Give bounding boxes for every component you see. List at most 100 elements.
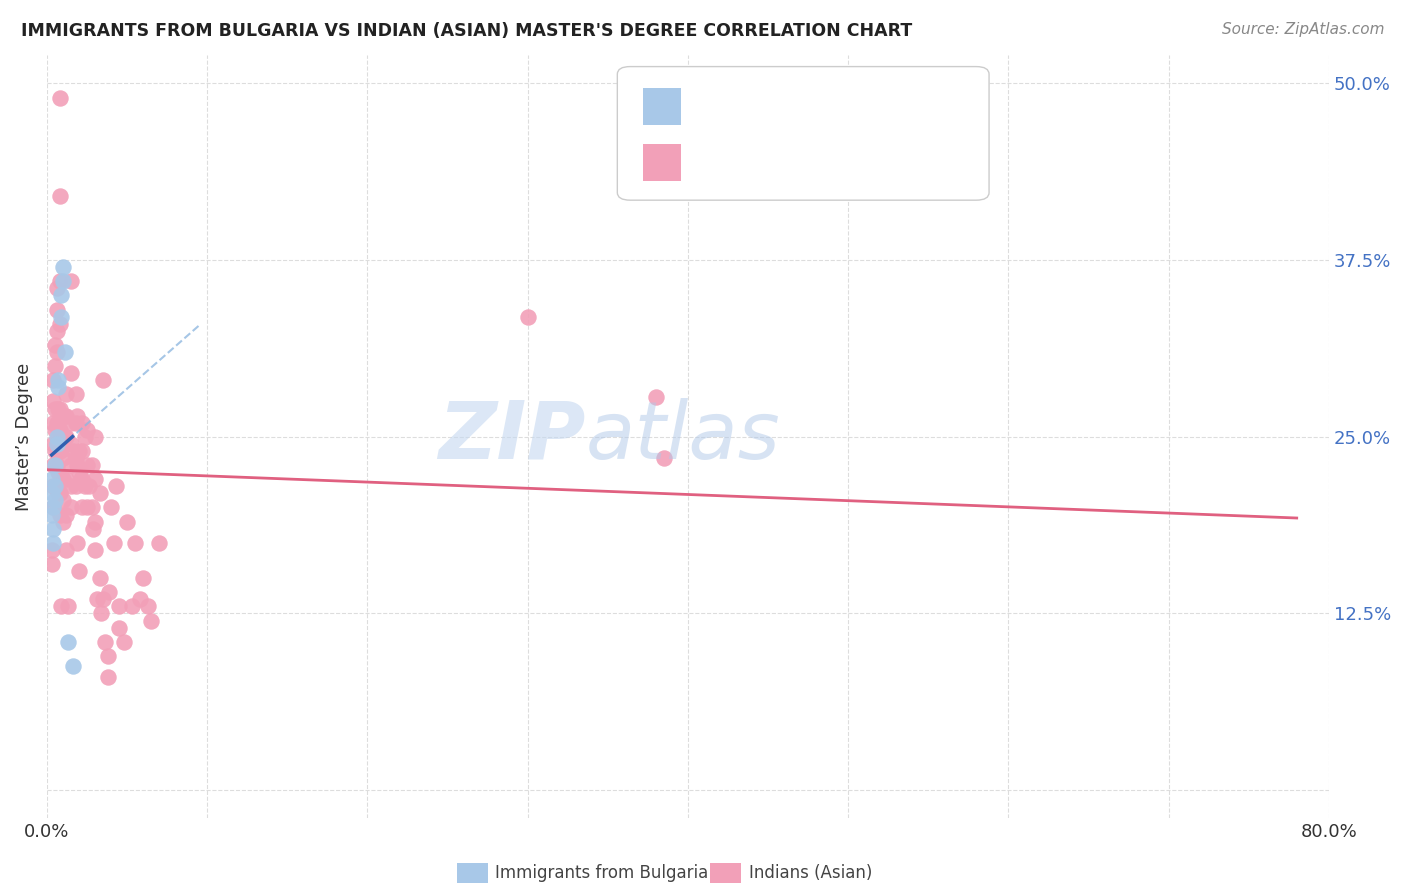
Point: [45, 345, 67, 359]
Point: [97, 670, 120, 684]
Point: [67, 465, 90, 479]
Point: [65, 479, 87, 493]
Point: [51, 599, 73, 614]
Point: [41, 557, 63, 571]
Point: [46, 486, 69, 500]
Point: [52, 493, 75, 508]
Point: [56, 634, 79, 648]
Point: [67, 444, 90, 458]
Point: [53, 345, 76, 359]
Point: [45, 430, 67, 444]
Point: [48, 486, 70, 500]
Point: [108, 599, 131, 614]
Text: Source: ZipAtlas.com: Source: ZipAtlas.com: [1222, 22, 1385, 37]
Point: [42, 394, 65, 409]
Point: [104, 479, 127, 493]
Point: [98, 585, 121, 599]
Point: [97, 648, 120, 663]
Text: Immigrants from Bulgaria: Immigrants from Bulgaria: [495, 864, 709, 882]
Point: [52, 409, 75, 423]
Point: [46, 373, 69, 387]
Bar: [643, 145, 682, 181]
Point: [59, 366, 82, 380]
Point: [44, 359, 66, 373]
Point: [48, 444, 70, 458]
Point: [112, 634, 135, 648]
Point: [62, 444, 84, 458]
Point: [516, 310, 538, 324]
Point: [644, 390, 666, 404]
Point: [70, 500, 93, 515]
Point: [46, 380, 69, 394]
Point: [65, 387, 87, 401]
Point: [75, 479, 97, 493]
Point: [45, 437, 67, 451]
Point: [52, 472, 75, 486]
Point: [59, 500, 82, 515]
Point: [46, 444, 69, 458]
Point: [44, 493, 66, 508]
Point: [59, 458, 82, 472]
Point: [89, 571, 111, 585]
Point: [55, 472, 77, 486]
Point: [93, 634, 115, 648]
Point: [76, 458, 98, 472]
Point: [48, 189, 70, 203]
Point: [66, 458, 89, 472]
Point: [70, 416, 93, 430]
Point: [46, 401, 69, 416]
Point: [139, 614, 162, 628]
Point: [80, 458, 103, 472]
Point: [44, 338, 66, 352]
Point: [80, 500, 103, 515]
Point: [108, 621, 131, 635]
Point: [53, 430, 76, 444]
Point: [52, 515, 75, 529]
Point: [84, 430, 107, 444]
Point: [76, 423, 98, 437]
Point: [52, 260, 75, 275]
Point: [59, 416, 82, 430]
Point: [44, 444, 66, 458]
Point: [42, 416, 65, 430]
Point: [45, 479, 67, 493]
Point: [89, 486, 111, 500]
Point: [42, 536, 65, 550]
Point: [121, 599, 143, 614]
Text: ZIP: ZIP: [437, 398, 585, 475]
Point: [652, 450, 675, 465]
Point: [55, 542, 77, 557]
Point: [55, 409, 77, 423]
Point: [136, 599, 159, 614]
Point: [48, 317, 70, 331]
Point: [53, 409, 76, 423]
Point: [52, 450, 75, 465]
Text: R =  0.498    N =  19: R = 0.498 N = 19: [697, 98, 907, 116]
Point: [84, 472, 107, 486]
Point: [42, 479, 65, 493]
Point: [69, 472, 91, 486]
Point: [48, 90, 70, 104]
Point: [59, 437, 82, 451]
Point: [66, 536, 89, 550]
Point: [52, 274, 75, 288]
Point: [65, 450, 87, 465]
Point: [41, 542, 63, 557]
Point: [132, 571, 155, 585]
Point: [90, 607, 112, 621]
Point: [100, 500, 122, 515]
Point: [55, 508, 77, 522]
Point: [51, 310, 73, 324]
Point: [45, 324, 67, 338]
Point: [41, 472, 63, 486]
Point: [55, 430, 77, 444]
Point: [76, 500, 98, 515]
Point: [67, 564, 90, 578]
Point: [44, 401, 66, 416]
Point: [128, 592, 150, 607]
Point: [52, 430, 75, 444]
Point: [45, 416, 67, 430]
Point: [45, 458, 67, 472]
Point: [84, 515, 107, 529]
FancyBboxPatch shape: [617, 67, 988, 200]
